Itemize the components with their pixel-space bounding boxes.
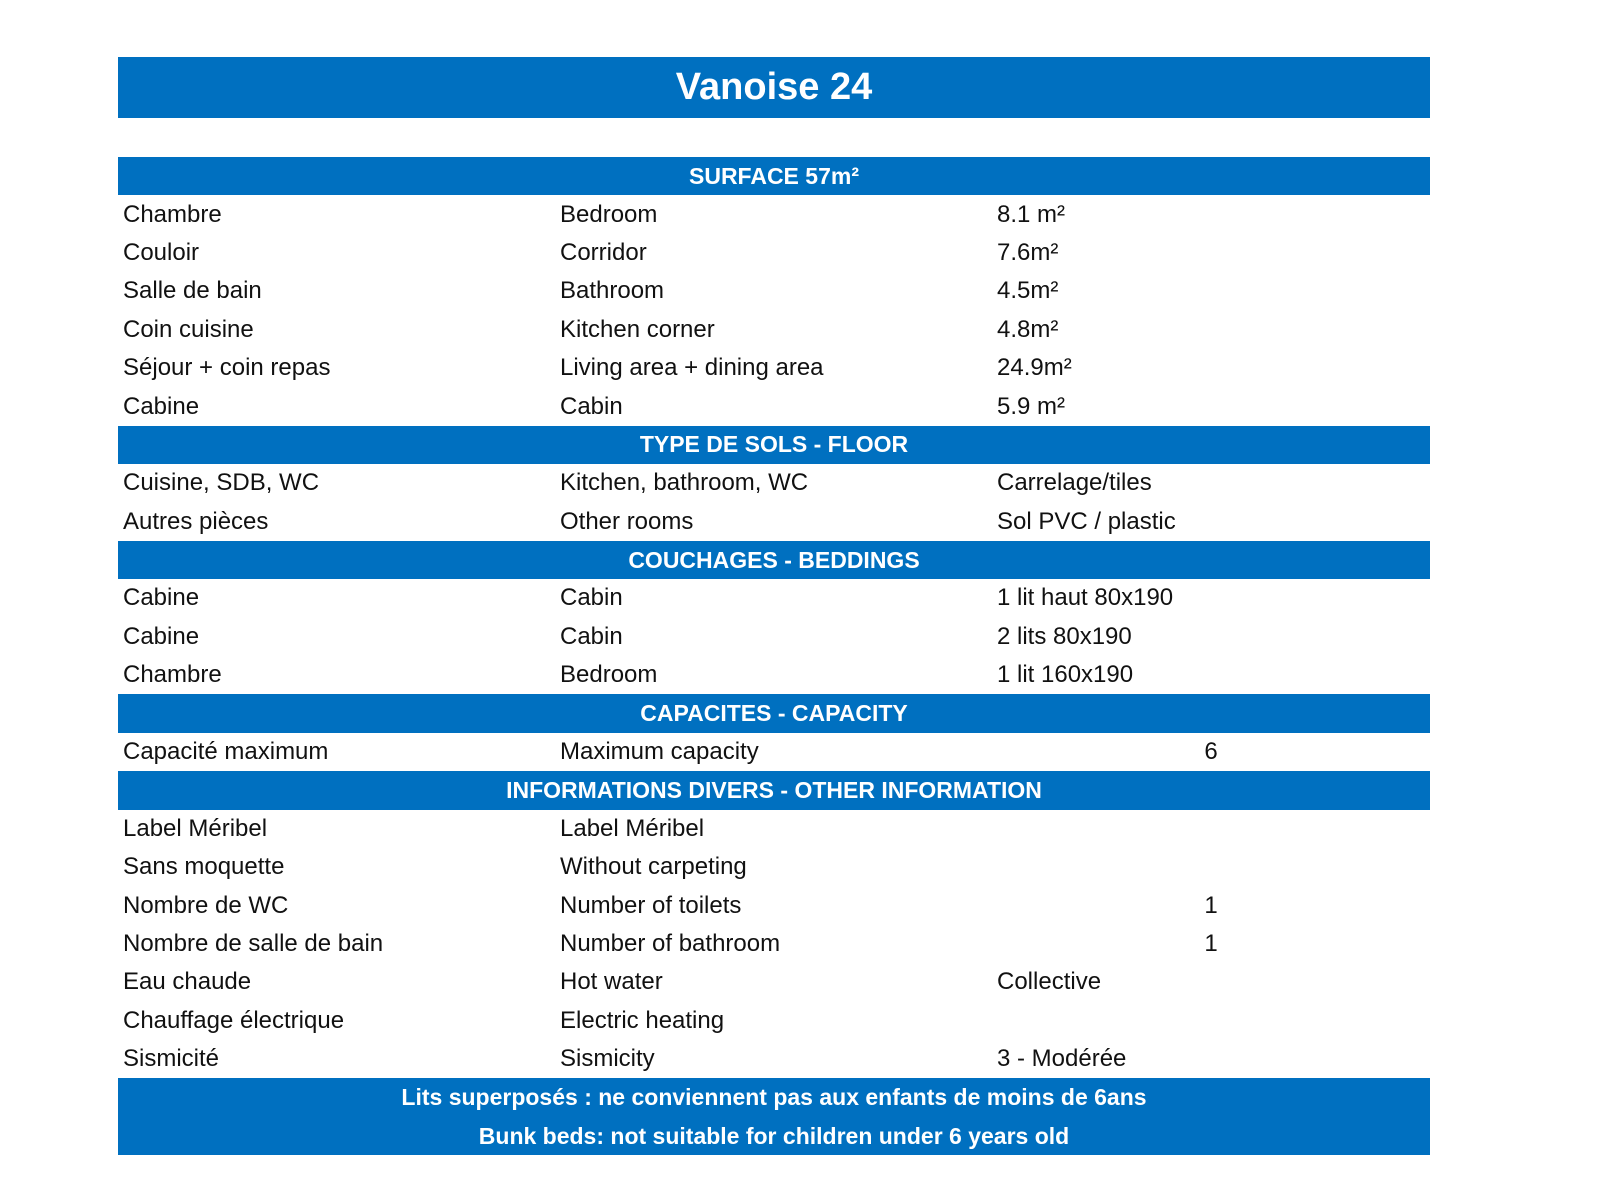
label-fr: Capacité maximum (123, 738, 329, 766)
value: 1 lit 160x190 (997, 661, 1134, 689)
label-en: Cabin (560, 584, 623, 612)
label-en: Cabin (560, 392, 623, 420)
label-fr: Sans moquette (123, 853, 285, 881)
label-en: Cabin (560, 622, 623, 650)
table-row: Séjour + coin repas Living area + dining … (118, 349, 1430, 387)
label-fr: Cuisine, SDB, WC (123, 469, 320, 497)
section-header: CAPACITES - CAPACITY (118, 694, 1430, 733)
value: 6 (1204, 738, 1218, 766)
value: 1 lit haut 80x190 (997, 584, 1174, 612)
label-en: Kitchen corner (560, 315, 715, 343)
value: 4.8m² (997, 315, 1059, 343)
value: 3 - Modérée (997, 1045, 1127, 1073)
table-row: Sismicité Sismicity 3 - Modérée (118, 1040, 1430, 1078)
table-row: Chauffage électrique Electric heating (118, 1002, 1430, 1040)
label-en: Bedroom (560, 200, 658, 228)
label-fr: Cabine (123, 392, 200, 420)
table-row: Capacité maximum Maximum capacity 6 (118, 733, 1430, 771)
label-fr: Cabine (123, 622, 200, 650)
label-fr: Autres pièces (123, 507, 269, 535)
value: Carrelage/tiles (997, 469, 1152, 497)
label-fr: Séjour + coin repas (123, 354, 331, 382)
label-fr: Chambre (123, 200, 222, 228)
label-en: Number of toilets (560, 891, 742, 919)
label-en: Hot water (560, 968, 663, 996)
label-fr: Sismicité (123, 1045, 220, 1073)
label-en: Corridor (560, 238, 647, 266)
table-row: Cabine Cabin 5.9 m² (118, 387, 1430, 425)
label-fr: Salle de bain (123, 277, 262, 305)
table-row: Sans moquette Without carpeting (118, 848, 1430, 886)
label-fr: Chambre (123, 661, 222, 689)
value: 24.9m² (997, 354, 1072, 382)
label-fr: Cabine (123, 584, 200, 612)
section-header: INFORMATIONS DIVERS - OTHER INFORMATION (118, 771, 1430, 810)
label-fr: Eau chaude (123, 968, 252, 996)
section-header: TYPE DE SOLS - FLOOR (118, 425, 1430, 465)
label-fr: Coin cuisine (123, 315, 254, 343)
table-row: Coin cuisine Kitchen corner 4.8m² (118, 311, 1430, 349)
label-en: Living area + dining area (560, 354, 824, 382)
label-en: Bedroom (560, 661, 658, 689)
table-row: Salle de bain Bathroom 4.5m² (118, 272, 1430, 310)
value: 4.5m² (997, 277, 1059, 305)
label-en: Label Méribel (560, 814, 705, 842)
table-row: Nombre de salle de bain Number of bathroo… (118, 925, 1430, 963)
label-en: Other rooms (560, 507, 694, 535)
label-fr: Label Méribel (123, 814, 268, 842)
label-fr: Nombre de WC (123, 891, 289, 919)
table-row: Autres pièces Other rooms Sol PVC / plasti… (118, 503, 1430, 541)
footer-note-en: Bunk beds: not suitable for children und… (478, 1122, 1070, 1149)
footer-note: Lits superposés : ne conviennent pas aux… (118, 1078, 1430, 1156)
label-en: Bathroom (560, 277, 665, 305)
table-row: Chambre Bedroom 1 lit 160x190 (118, 656, 1430, 694)
label-en: Maximum capacity (560, 738, 759, 766)
table-row: Cuisine, SDB, WC Kitchen, bathroom, WC Car… (118, 464, 1430, 502)
section-header: COUCHAGES - BEDDINGS (118, 540, 1430, 580)
value: Sol PVC / plastic (997, 507, 1176, 535)
value: 5.9 m² (997, 392, 1066, 420)
label-en: Electric heating (560, 1006, 725, 1034)
table-row: Cabine Cabin 1 lit haut 80x190 (118, 579, 1430, 617)
label-en: Number of bathroom (560, 930, 781, 957)
table-row: Cabine Cabin 2 lits 80x190 (118, 618, 1430, 656)
table-row: Label Méribel Label Méribel (118, 810, 1430, 848)
label-fr: Nombre de salle de bain (123, 930, 384, 957)
label-en: Sismicity (560, 1045, 655, 1073)
page-title: Vanoise 24 (118, 57, 1430, 118)
label-fr: Chauffage électrique (123, 1006, 345, 1034)
label-fr: Couloir (123, 238, 200, 266)
value: 8.1 m² (997, 200, 1066, 228)
table-row: Nombre de WC Number of toilets 1 (118, 886, 1430, 924)
label-en: Kitchen, bathroom, WC (560, 469, 809, 497)
table-row: Eau chaude Hot water Collective (118, 963, 1430, 1001)
value: 7.6m² (997, 238, 1059, 266)
label-en: Without carpeting (560, 853, 747, 881)
value: 2 lits 80x190 (997, 622, 1132, 650)
value: 1 (1204, 891, 1218, 919)
footer-note-fr: Lits superposés : ne conviennent pas aux… (401, 1084, 1147, 1111)
table-row: Chambre Bedroom 8.1 m² (118, 195, 1430, 233)
table-row: Couloir Corridor 7.6m² (118, 234, 1430, 272)
section-header: SURFACE 57m² (118, 157, 1430, 196)
info-table: SURFACE 57m² Chambre Bedroom 8.1 m² Couloir C… (118, 157, 1430, 1156)
value: 1 (1204, 930, 1218, 957)
value: Collective (997, 968, 1102, 996)
